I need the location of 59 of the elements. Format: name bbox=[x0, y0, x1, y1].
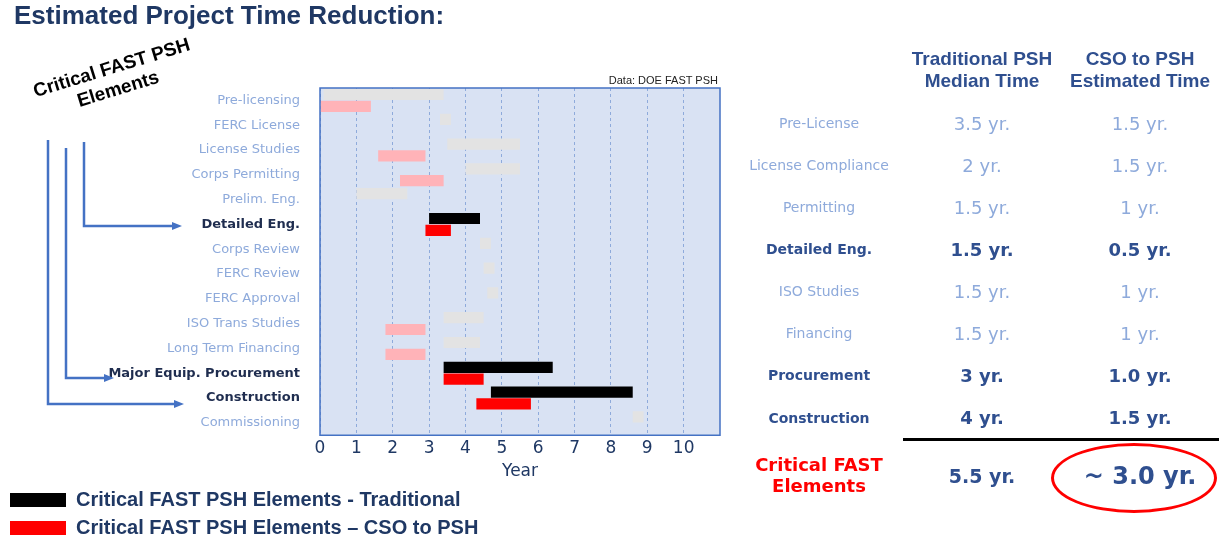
text: CSO to PSH Estimated Time bbox=[1068, 47, 1212, 93]
y-tick-label: Corps Review bbox=[212, 240, 301, 256]
data-label: 1.0 yr. bbox=[1108, 364, 1172, 386]
category-label: License Compliance bbox=[748, 156, 890, 175]
category-label: Procurement bbox=[766, 366, 872, 385]
data-label: 1.5 yr. bbox=[950, 238, 1014, 260]
text: Traditional PSH Median Time bbox=[910, 47, 1054, 93]
x-tick-label: 0 bbox=[314, 436, 326, 457]
x-tick-label: 4 bbox=[460, 436, 471, 457]
data-label: 5.5 yr. bbox=[948, 465, 1016, 487]
y-tick-label: Long Term Financing bbox=[166, 339, 300, 355]
y-tick-label: Corps Permitting bbox=[191, 166, 300, 182]
y-tick-label: Construction bbox=[206, 389, 300, 405]
x-axis-title: Year bbox=[501, 460, 538, 481]
data-label: 1 yr. bbox=[1120, 196, 1160, 218]
y-tick-label: Prelim. Eng. bbox=[222, 190, 300, 206]
data-label: 3 yr. bbox=[960, 364, 1004, 386]
data-label: 1.5 yr. bbox=[953, 322, 1011, 344]
x-tick-label: 3 bbox=[423, 436, 435, 457]
category-label: Detailed Eng. bbox=[764, 240, 874, 259]
data-label: 1.5 yr. bbox=[953, 280, 1011, 302]
data-label: 3.5 yr. bbox=[953, 112, 1011, 134]
category-label: ISO Studies bbox=[777, 282, 861, 301]
y-tick-label: FERC Review bbox=[216, 265, 301, 281]
category-label: Permitting bbox=[781, 198, 857, 217]
y-tick-label: License Studies bbox=[198, 141, 301, 157]
data-label: 1 yr. bbox=[1120, 322, 1160, 344]
x-tick-label: 1 bbox=[350, 436, 362, 457]
y-tick-label: ISO Trans Studies bbox=[186, 314, 301, 330]
category-label: Construction bbox=[767, 408, 871, 428]
data-label: 2 yr. bbox=[962, 154, 1002, 176]
legend-label: Critical FAST PSH Elements – CSO to PSH bbox=[76, 515, 479, 538]
data-label: ~ 3.0 yr. bbox=[1083, 462, 1197, 490]
data-label: 1.5 yr. bbox=[1111, 112, 1169, 134]
x-tick-label: 5 bbox=[496, 436, 508, 457]
chart-title: Estimated Project Time Reduction: bbox=[14, 0, 445, 31]
y-tick-label: FERC License bbox=[213, 116, 300, 132]
category-label: Financing bbox=[784, 324, 854, 343]
data-label: 1.5 yr. bbox=[1111, 154, 1169, 176]
data-label: 1 yr. bbox=[1120, 280, 1160, 302]
y-tick-label: Commissioning bbox=[200, 414, 300, 430]
x-tick-label: 10 bbox=[672, 436, 695, 457]
y-tick-label: Pre-licensing bbox=[217, 91, 300, 107]
data-label: 0.5 yr. bbox=[1108, 238, 1172, 260]
category-label: Critical FAST Elements bbox=[754, 453, 884, 499]
y-tick-label: Detailed Eng. bbox=[201, 215, 300, 231]
y-tick-label: Major Equip. Procurement bbox=[108, 364, 300, 380]
data-label: 1.5 yr. bbox=[953, 196, 1011, 218]
x-tick-label: 6 bbox=[532, 436, 544, 457]
legend-label: Critical FAST PSH Elements - Traditional bbox=[76, 487, 461, 510]
category-label: Pre-License bbox=[777, 114, 861, 133]
x-tick-label: 7 bbox=[569, 436, 580, 457]
data-label: 4 yr. bbox=[960, 406, 1004, 428]
x-tick-label: 2 bbox=[387, 436, 399, 457]
data-label: 1.5 yr. bbox=[1108, 406, 1172, 428]
x-tick-label: 8 bbox=[605, 436, 617, 457]
text: Data: DOE FAST PSH bbox=[608, 74, 718, 86]
x-tick-label: 9 bbox=[641, 436, 653, 457]
y-tick-label: FERC Approval bbox=[205, 290, 300, 306]
